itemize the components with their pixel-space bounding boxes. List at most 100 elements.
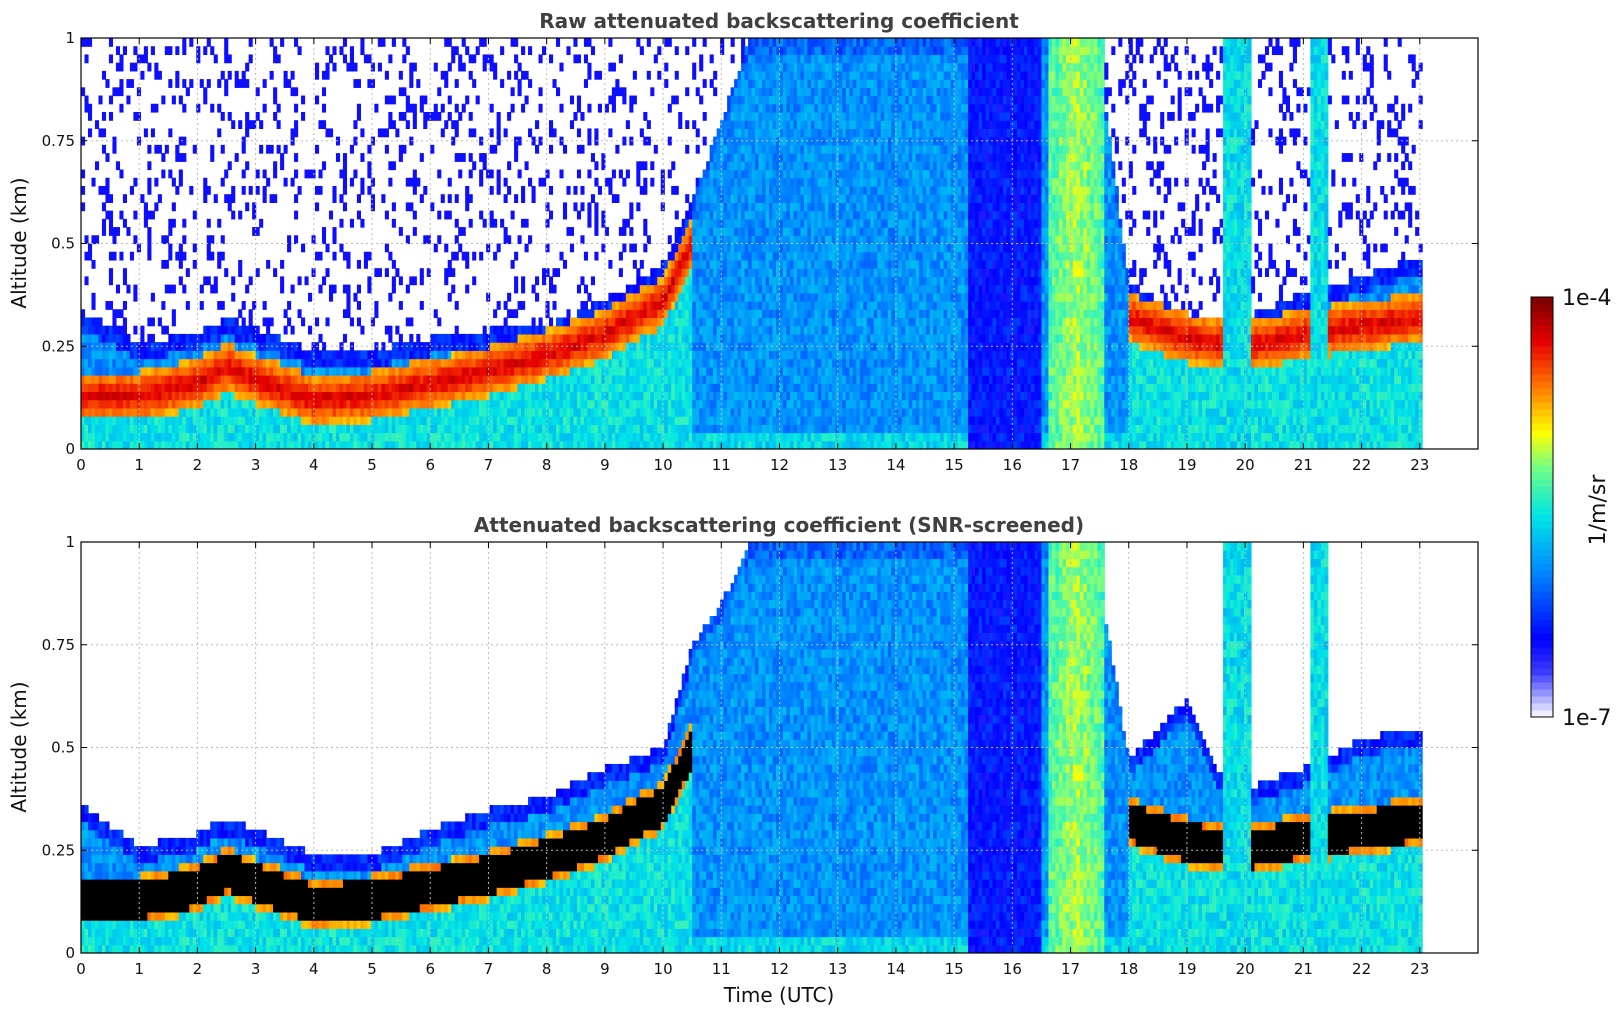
heatmap-cell (528, 424, 533, 434)
heatmap-cell (758, 440, 763, 449)
heatmap-cell (220, 111, 225, 121)
heatmap-cell (472, 383, 477, 393)
heatmap-cell (716, 284, 721, 294)
heatmap-cell (786, 317, 791, 327)
heatmap-cell (664, 416, 669, 425)
heatmap-cell (594, 350, 599, 360)
heatmap-cell (360, 383, 365, 393)
heatmap-cell (377, 391, 382, 401)
heatmap-cell (182, 153, 187, 162)
heatmap-cell (342, 366, 348, 376)
heatmap-cell (699, 440, 704, 449)
heatmap-cell (566, 383, 571, 393)
heatmap-cell (765, 292, 770, 302)
heatmap-cell (224, 350, 229, 360)
heatmap-cell (601, 243, 606, 253)
heatmap-cell (381, 194, 386, 203)
heatmap-cell (524, 416, 529, 425)
heatmap-cell (625, 325, 630, 335)
heatmap-cell (618, 432, 623, 442)
heatmap-cell (339, 218, 344, 228)
heatmap-cell (444, 243, 449, 253)
heatmap-cell (709, 54, 714, 64)
heatmap-cell (252, 432, 257, 442)
heatmap-cell (119, 424, 124, 434)
heatmap-cell (259, 366, 264, 376)
heatmap-cell (444, 440, 449, 449)
heatmap-cell (503, 399, 508, 409)
heatmap-cell (741, 399, 746, 409)
heatmap-cell (706, 177, 711, 187)
heatmap-cell (388, 424, 393, 434)
heatmap-cell (762, 111, 767, 121)
heatmap-cell (308, 407, 313, 417)
heatmap-cell (590, 317, 595, 327)
heatmap-cell (535, 375, 540, 384)
heatmap-cell (604, 333, 609, 343)
heatmap-cell (755, 128, 760, 138)
heatmap-cell (402, 399, 407, 409)
heatmap-cell (147, 210, 152, 220)
heatmap-cell (245, 399, 250, 409)
heatmap-cell (391, 416, 396, 425)
heatmap-cell (308, 440, 313, 449)
heatmap-cell (723, 276, 728, 286)
heatmap-cell (168, 333, 173, 343)
heatmap-cell (632, 424, 637, 434)
heatmap-cell (108, 416, 114, 425)
heatmap-cell (685, 87, 690, 97)
heatmap-cell (706, 292, 711, 302)
heatmap-cell (597, 366, 602, 376)
heatmap-cell (590, 375, 595, 384)
heatmap-cell (409, 375, 414, 384)
heatmap-cell (688, 243, 693, 253)
heatmap-cell (709, 292, 714, 302)
heatmap-cell (720, 309, 725, 319)
heatmap-cell (231, 185, 236, 195)
heatmap-cell (646, 120, 651, 130)
heatmap-cell (335, 424, 341, 434)
heatmap-cell (283, 407, 288, 417)
heatmap-cell (363, 366, 368, 376)
heatmap-cell (133, 383, 138, 393)
heatmap-cell (723, 366, 728, 376)
heatmap-cell (206, 251, 211, 261)
heatmap-cell (769, 432, 774, 442)
heatmap-cell (786, 350, 791, 360)
heatmap-cell (542, 366, 547, 376)
heatmap-cell (706, 251, 711, 261)
heatmap-cell (709, 424, 714, 434)
heatmap-cell (468, 169, 473, 179)
heatmap-cell (674, 268, 679, 277)
heatmap-cell (615, 366, 620, 376)
heatmap-cell (454, 375, 459, 384)
heatmap-cell (548, 440, 554, 449)
heatmap-cell (748, 227, 753, 236)
heatmap-cell (301, 399, 306, 409)
heatmap-cell (765, 218, 770, 228)
heatmap-cell (475, 350, 480, 360)
heatmap-cell (192, 432, 197, 442)
heatmap-cell (699, 383, 704, 393)
heatmap-cell (248, 317, 253, 327)
heatmap-cell (713, 144, 718, 154)
heatmap-cell (597, 317, 602, 327)
heatmap-cell (667, 432, 672, 442)
heatmap-cell (143, 416, 148, 425)
heatmap-cell (143, 210, 148, 220)
heatmap-cell (671, 342, 676, 351)
heatmap-cell (231, 292, 236, 302)
heatmap-cell (262, 366, 267, 376)
heatmap-cell (772, 136, 777, 146)
heatmap-cell (632, 317, 637, 327)
heatmap-cell (569, 391, 575, 401)
heatmap-cell (356, 350, 361, 360)
heatmap-cell (178, 416, 183, 425)
heatmap-cell (517, 87, 522, 97)
heatmap-cell (356, 432, 361, 442)
heatmap-cell (199, 284, 204, 294)
heatmap-cell (737, 169, 742, 179)
heatmap-cell (636, 169, 641, 179)
heatmap-cell (444, 268, 449, 277)
heatmap-cell (192, 407, 197, 417)
